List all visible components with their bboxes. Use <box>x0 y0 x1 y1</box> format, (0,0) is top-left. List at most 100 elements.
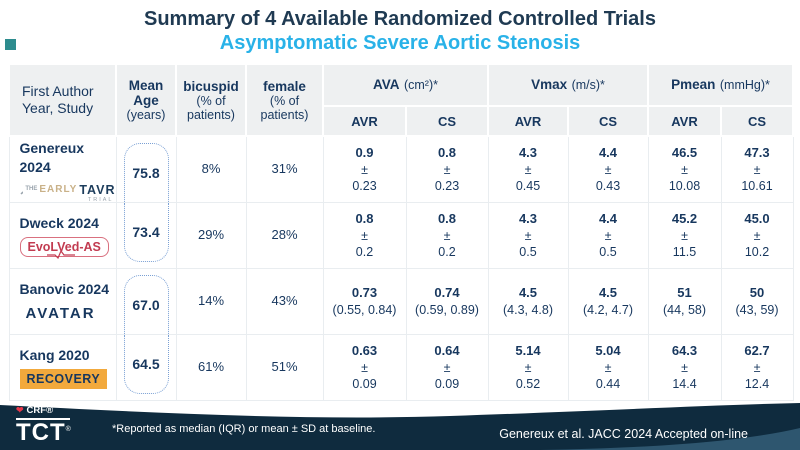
vmax-cs-cell: 4.4 ± 0.5 <box>567 202 649 269</box>
vmax-group-unit: (m/s)* <box>571 78 605 92</box>
col-header-bicuspid: bicuspid (% of patients) <box>175 63 247 137</box>
early-tavr-trial-logo: THE EARLY TAVR TRIAL <box>19 180 116 203</box>
vmax-avr-cell: 5.14 ± 0.52 <box>487 334 569 401</box>
value-main: 0.64 <box>434 342 460 358</box>
col-header-study: First Author Year, Study <box>8 63 117 137</box>
value-sub: ± 0.43 <box>595 162 621 193</box>
value-sub: (0.59, 0.89) <box>415 302 479 317</box>
trials-table: First Author Year, Study Mean Age (years… <box>8 63 795 401</box>
slide-title: Summary of 4 Available Randomized Contro… <box>144 8 656 30</box>
early-tavr-swoosh-icon <box>19 190 24 195</box>
value-sub: ± 0.23 <box>434 162 460 193</box>
value-sub: ± 0.23 <box>352 162 377 193</box>
col-header-female: female (% of patients) <box>245 63 324 137</box>
value-main: 4.4 <box>598 144 618 160</box>
study-cell-banovic: Banovic 2024 AVATAR <box>8 268 117 335</box>
tct-crf-logo: ❤ CRF® TCT® <box>16 405 72 445</box>
crf-label: CRF® <box>26 405 54 416</box>
ava-avr-cell: 0.9 ± 0.23 <box>322 135 407 203</box>
ava-cs-cell: 0.8 ± 0.2 <box>405 202 489 269</box>
ava-avr-cell: 0.73 (0.55, 0.84) <box>322 268 407 335</box>
logo-word-tavr: TAVR <box>79 182 116 197</box>
author-name: Banovic 2024 <box>19 280 110 297</box>
col-group-ava: AVA (cm²)* <box>322 63 489 107</box>
value-main: 0.9 <box>355 144 374 160</box>
value-main: 45.2 <box>671 210 698 226</box>
col-group-vmax: Vmax (m/s)* <box>487 63 649 107</box>
vmax-cs-cell: 4.5 (4.2, 4.7) <box>567 268 649 335</box>
author-name: Kang 2020 <box>19 346 90 363</box>
value-main: 4.4 <box>598 210 618 226</box>
footnote-text: *Reported as median (IQR) or mean ± SD a… <box>112 423 376 435</box>
bicuspid-cell: 61% <box>175 334 247 401</box>
ava-group-unit: (cm²)* <box>403 78 438 92</box>
mean-age-cell: 73.4 <box>115 202 177 269</box>
pmean-avr-cell: 45.2 ± 11.5 <box>647 202 722 269</box>
bicuspid-header-unit: (% of patients) <box>187 93 235 122</box>
value-main: 0.63 <box>351 342 378 358</box>
footer-wave-background <box>0 403 800 450</box>
value-main: 5.04 <box>595 342 621 358</box>
bicuspid-cell: 14% <box>175 268 247 335</box>
pmean-cs-cell: 62.7 ± 12.4 <box>720 334 794 401</box>
slide-titles: Summary of 4 Available Randomized Contro… <box>0 8 800 55</box>
crf-logo-line: ❤ CRF® <box>16 405 72 416</box>
pmean-cs-cell: 45.0 ± 10.2 <box>720 202 794 269</box>
recovery-trial-logo: RECOVERY <box>19 368 108 390</box>
value-sub: ± 0.09 <box>352 360 377 391</box>
study-cell-genereux: Genereux 2024 THE EARLY TAVR TRIAL <box>8 135 117 203</box>
value-main: 0.8 <box>437 144 457 160</box>
value-sub: ± 10.2 <box>744 228 770 259</box>
logo-text: EvoLVed-AS <box>27 239 101 254</box>
value-sub: ± 10.61 <box>741 162 773 193</box>
ava-group-name: AVA <box>373 77 400 92</box>
value-main: 45.0 <box>744 210 770 226</box>
value-main: 51 <box>677 284 692 300</box>
logo-word-early: EARLY <box>39 184 78 196</box>
table-row-kang: Kang 2020 RECOVERY 64.5 61% 51% 0.63 ± 0.… <box>8 334 794 401</box>
bicuspid-header-title: bicuspid <box>183 78 239 94</box>
ava-avr-cell: 0.8 ± 0.2 <box>322 202 407 269</box>
pmean-avr-cell: 64.3 ± 14.4 <box>647 334 722 401</box>
crf-heart-icon: ❤ <box>16 405 24 415</box>
mean-age-cell: 64.5 <box>115 334 177 401</box>
ava-cs-cell: 0.8 ± 0.23 <box>405 135 489 203</box>
age-header-title: Mean Age <box>128 78 164 108</box>
ecg-heartbeat-icon <box>46 251 75 260</box>
ava-cs-cell: 0.74 (0.59, 0.89) <box>405 268 489 335</box>
female-cell: 28% <box>245 202 324 269</box>
value-sub: ± 0.5 <box>519 228 537 259</box>
value-sub: ± 0.2 <box>355 228 374 259</box>
value-main: 64.3 <box>671 342 698 358</box>
value-main: 4.5 <box>598 284 618 300</box>
subcol-ava-avr: AVR <box>322 105 407 137</box>
value-sub: ± 12.4 <box>744 360 770 391</box>
avatar-trial-logo: AVATAR <box>25 304 96 322</box>
pmean-cs-cell: 47.3 ± 10.61 <box>720 135 794 203</box>
value-main: 50 <box>749 284 765 300</box>
age-group-box-top: 75.8 <box>123 143 169 202</box>
table-row-genereux: Genereux 2024 THE EARLY TAVR TRIAL 75.8 <box>8 135 794 203</box>
value-main: 4.3 <box>518 210 538 226</box>
citation-text: Genereux et al. JACC 2024 Accepted on-li… <box>499 427 748 441</box>
mean-age-cell: 75.8 <box>115 135 177 203</box>
subcol-pmean-cs: CS <box>719 105 795 137</box>
value-sub: (4.3, 4.8) <box>502 302 554 317</box>
pmean-group-name: Pmean <box>671 77 716 92</box>
value-sub: (4.2, 4.7) <box>582 302 634 317</box>
evolved-as-trial-logo: EvoLVed-AS <box>19 236 109 260</box>
age-header-unit: (years) <box>126 108 166 122</box>
value-main: 0.8 <box>437 210 457 226</box>
pmean-avr-cell: 51 (44, 58) <box>647 268 722 335</box>
table-row-dweck: Dweck 2024 EvoLVed-AS 73.4 29% 28% 0.8 ± … <box>8 202 794 269</box>
bicuspid-cell: 29% <box>175 202 247 269</box>
tct-logo-rule <box>16 418 70 420</box>
vmax-avr-cell: 4.5 (4.3, 4.8) <box>487 268 569 335</box>
value-sub: ± 0.5 <box>599 228 617 259</box>
value-sub: (44, 58) <box>662 302 707 317</box>
teal-accent-square <box>5 39 16 50</box>
pmean-cs-cell: 50 (43, 59) <box>720 268 794 335</box>
pmean-group-unit: (mmHg)* <box>719 78 770 92</box>
value-sub: ± 0.2 <box>438 228 456 259</box>
